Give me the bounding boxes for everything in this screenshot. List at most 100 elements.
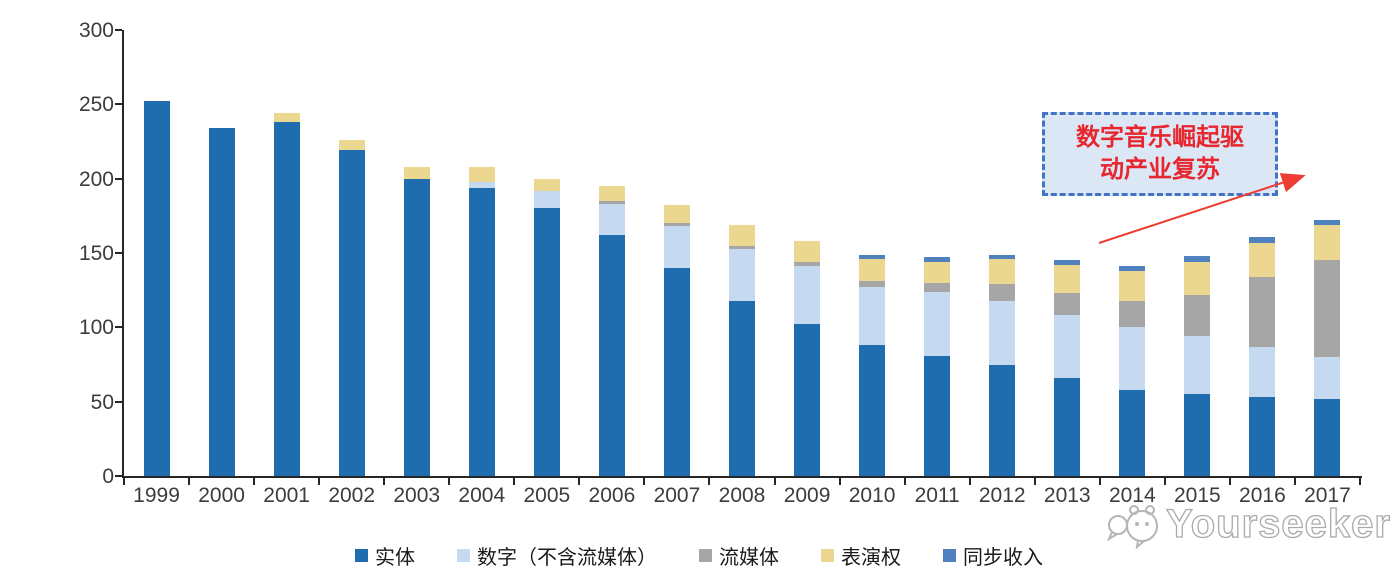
x-tick: [318, 478, 321, 485]
bar-segment-performance-2012: [989, 258, 1016, 285]
y-tick-label-150: 150: [78, 242, 114, 265]
bar-segment-physical-2007: [663, 267, 690, 476]
bar-segment-streaming-2014: [1119, 300, 1146, 328]
bar-segment-streaming-2008: [729, 245, 755, 249]
bar-segment-sync-2014: [1119, 266, 1146, 271]
x-tick: [1293, 478, 1296, 485]
y-tick-150: [115, 252, 122, 254]
bar-segment-sync-2016: [1249, 236, 1276, 243]
bar-segment-performance-2001: [273, 113, 300, 123]
bar-segment-performance-2005: [533, 178, 560, 191]
x-axis-label-1999: 1999: [133, 484, 180, 507]
x-axis-label-2002: 2002: [328, 484, 376, 507]
bar-segment-physical-2011: [924, 355, 951, 476]
bar-segment-digital-2015: [1184, 336, 1211, 395]
y-axis-line: [122, 30, 124, 478]
bar-segment-sync-2011: [924, 257, 951, 262]
bar-segment-physical-2015: [1184, 394, 1211, 476]
bar-2004: [468, 30, 495, 476]
legend-item-performance: 表演权: [821, 541, 901, 570]
x-tick: [838, 478, 841, 485]
x-tick: [513, 478, 516, 485]
y-tick-100: [115, 326, 122, 329]
x-tick: [253, 478, 256, 485]
bar-segment-performance-2010: [859, 258, 886, 282]
legend-marker-streaming: [699, 549, 712, 562]
x-axis-label-2017: 2017: [1304, 484, 1351, 507]
legend-item-digital: 数字（不含流媒体）: [457, 541, 657, 570]
bar-segment-performance-2011: [924, 261, 951, 283]
x-tick: [1098, 478, 1101, 485]
bar-2008: [729, 30, 755, 476]
bar-2006: [598, 30, 625, 476]
legend-label-streaming: 流媒体: [719, 547, 779, 569]
x-tick: [1033, 478, 1036, 485]
x-tick: [1359, 478, 1361, 485]
bar-2017: [1314, 30, 1341, 476]
bar-segment-performance-2017: [1314, 224, 1341, 261]
x-tick: [123, 478, 125, 485]
bar-segment-streaming-2012: [989, 284, 1016, 301]
legend-marker-digital: [457, 549, 470, 562]
bar-segment-performance-2006: [598, 186, 625, 201]
bar-segment-physical-2005: [533, 208, 560, 476]
x-axis-label-2015: 2015: [1174, 484, 1221, 507]
bar-2005: [533, 30, 560, 476]
bar-2014: [1119, 30, 1146, 476]
y-tick-label-200: 200: [78, 167, 114, 191]
x-tick: [578, 478, 581, 485]
bar-segment-physical-2002: [338, 150, 365, 476]
bar-segment-performance-2016: [1249, 242, 1276, 277]
bar-segment-sync-2017: [1314, 220, 1341, 225]
bar-2011: [924, 30, 951, 476]
x-axis-label-2005: 2005: [523, 484, 571, 507]
legend-marker-performance: [821, 549, 834, 562]
x-axis-label-2013: 2013: [1043, 484, 1091, 507]
bar-segment-streaming-2007: [663, 223, 690, 227]
x-axis-label-2009: 2009: [783, 484, 831, 507]
bar-1999: [143, 30, 170, 476]
bar-segment-digital-2009: [794, 266, 821, 325]
x-axis-label-2016: 2016: [1239, 484, 1286, 507]
y-tick-label-0: 0: [102, 465, 114, 488]
x-axis-label-2012: 2012: [978, 484, 1026, 507]
bar-2000: [208, 30, 235, 476]
plot-area: 0 50 100 150 200 250 300 1999 2000 2001 2002 2003 2…: [79, 20, 1362, 507]
x-axis-label-2001: 2001: [263, 484, 310, 507]
watermark-logo-icon: [1106, 505, 1158, 550]
annotation-line-2: 动产业复苏: [1100, 156, 1220, 183]
bar-segment-physical-2013: [1054, 377, 1081, 476]
bar-2002: [338, 30, 365, 476]
bar-2001: [273, 30, 300, 476]
bar-segment-physical-2003: [403, 178, 430, 476]
x-axis-label-2011: 2011: [914, 484, 960, 507]
bar-2007: [663, 30, 690, 476]
bar-segment-streaming-2009: [794, 261, 821, 267]
x-axis-label-2007: 2007: [653, 484, 701, 507]
bar-segment-digital-2014: [1119, 327, 1146, 390]
bar-segment-streaming-2016: [1249, 276, 1276, 347]
bar-2015: [1184, 30, 1211, 476]
bar-segment-digital-2004: [468, 181, 495, 188]
y-tick-0: [115, 475, 122, 477]
x-axis-label-2010: 2010: [848, 484, 896, 507]
x-tick: [1163, 478, 1166, 485]
bar-segment-performance-2008: [729, 224, 755, 246]
x-tick: [968, 478, 971, 485]
legend-item-sync: 同步收入: [943, 541, 1043, 570]
bar-segment-performance-2004: [468, 166, 495, 182]
x-tick: [383, 478, 386, 485]
bar-segment-sync-2012: [989, 254, 1016, 259]
annotation-line-1: 数字音乐崛起驱: [1076, 124, 1244, 151]
watermark: Yourseeker: [1104, 498, 1391, 550]
bar-segment-streaming-2017: [1314, 260, 1341, 358]
bar-segment-sync-2010: [859, 254, 886, 259]
bar-segment-performance-2003: [403, 166, 430, 179]
bar-segment-digital-2008: [729, 248, 755, 301]
bar-segment-physical-2000: [208, 128, 235, 476]
y-tick-250: [115, 103, 122, 106]
x-axis-label-2008: 2008: [718, 484, 766, 507]
bar-segment-digital-2017: [1314, 357, 1341, 399]
bar-segment-physical-2010: [859, 345, 886, 476]
